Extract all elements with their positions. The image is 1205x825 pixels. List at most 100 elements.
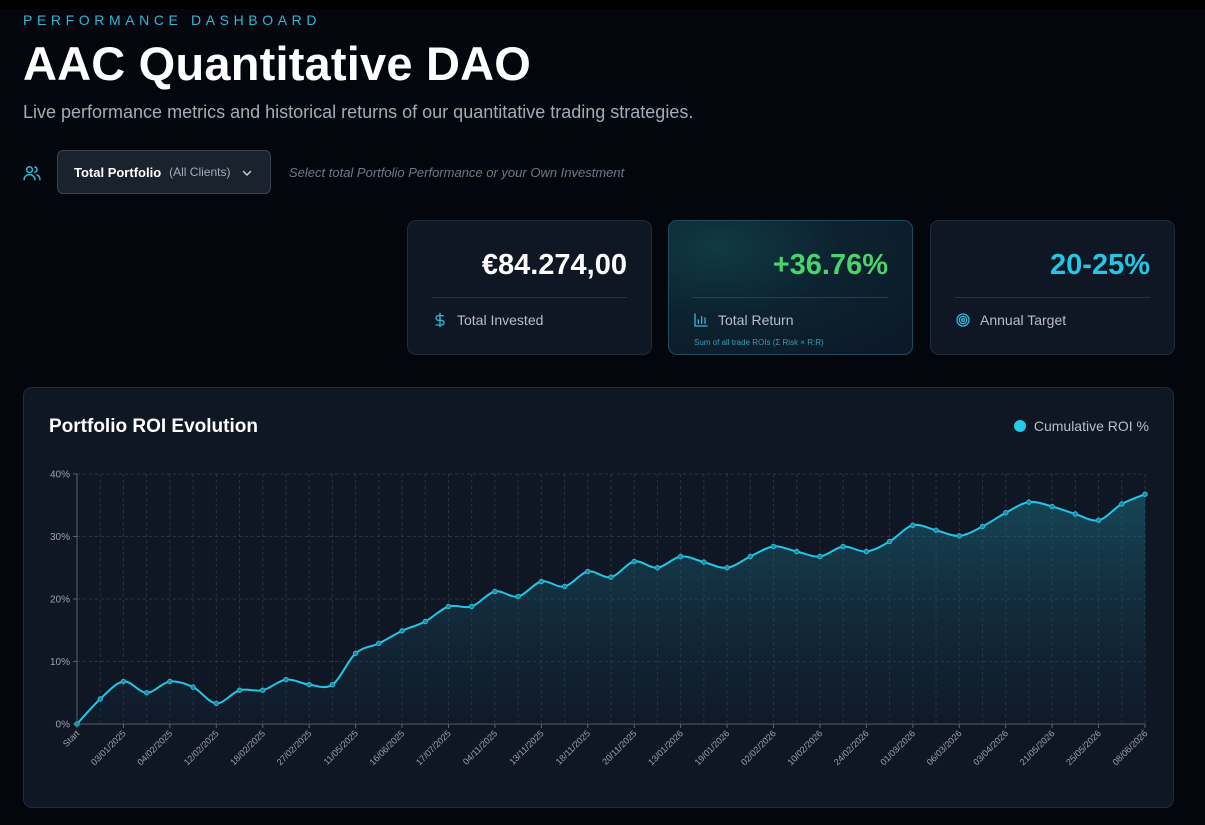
- roi-data-point: [538, 578, 545, 585]
- x-tick-label: 11/05/2025: [322, 728, 360, 766]
- x-tick-label: 17/07/2025: [414, 728, 453, 767]
- dollar-icon: [435, 312, 445, 328]
- roi-data-point: [399, 628, 405, 634]
- roi-data-point: [1026, 499, 1032, 505]
- roi-data-point: [97, 696, 103, 702]
- roi-data-point: [213, 700, 220, 707]
- roi-chart: 0%10%20%30%40%Start 03/01/2025 04/02/2025 1…: [50, 470, 1149, 768]
- x-tick-label: 03/01/2025: [89, 728, 128, 767]
- portfolio-selector-dropdown[interactable]: Total Portfolio (All Clients): [57, 150, 271, 194]
- roi-data-point: [561, 583, 568, 590]
- roi-data-point: [190, 684, 196, 690]
- total-return-value: +36.76%: [772, 249, 888, 281]
- roi-data-point: [515, 593, 521, 600]
- x-tick-label: 06/03/2026: [925, 728, 964, 767]
- page-title: AAC Quantitative DAO: [23, 37, 531, 90]
- x-tick-label: 08/06/2026: [1110, 728, 1149, 767]
- y-tick-label: 30%: [50, 532, 70, 543]
- y-tick-label: 20%: [50, 595, 70, 606]
- roi-data-point: [283, 676, 289, 683]
- roi-data-point: [1095, 517, 1102, 523]
- x-tick-label: 01/03/2026: [878, 728, 917, 767]
- x-tick-label: 13/01/2026: [646, 728, 685, 767]
- chart-legend[interactable]: Cumulative ROI %: [1013, 418, 1149, 434]
- x-tick-label: 02/02/2026: [739, 728, 778, 767]
- total-invested-value: €84.274,00: [481, 249, 627, 281]
- roi-data-point: [236, 687, 243, 693]
- x-tick-label: 13/11/2025: [507, 728, 545, 766]
- roi-data-point: [840, 543, 846, 550]
- roi-data-point: [1142, 491, 1148, 497]
- y-tick-label: 0%: [56, 720, 71, 731]
- roi-data-point: [468, 603, 475, 610]
- roi-data-point: [306, 681, 312, 688]
- annual-target-card: 20-25% Annual Target: [930, 220, 1175, 355]
- x-tick-label: 19/01/2026: [693, 728, 732, 767]
- roi-data-point: [1049, 503, 1055, 510]
- roi-data-point: [329, 681, 336, 688]
- x-tick-label: 03/04/2026: [971, 728, 1010, 767]
- roi-data-point: [376, 640, 382, 647]
- total-return-label: Total Return: [718, 312, 794, 328]
- top-bar: [0, 0, 1205, 9]
- x-tick-label: 18/11/2025: [554, 728, 592, 766]
- roi-data-point: [724, 565, 730, 571]
- roi-data-point: [701, 559, 707, 565]
- legend-label: Cumulative ROI %: [1033, 418, 1149, 434]
- roi-data-point: [167, 678, 173, 685]
- chart-title: Portfolio ROI Evolution: [49, 416, 258, 437]
- roi-data-point: [770, 543, 777, 550]
- bar-chart-icon: [694, 313, 708, 327]
- roi-data-point: [422, 618, 428, 625]
- x-tick-label: 04/11/2025: [461, 728, 499, 766]
- roi-data-point: [352, 650, 359, 657]
- x-tick-label: 27/02/2025: [275, 728, 314, 767]
- roi-data-point: [143, 690, 150, 696]
- x-tick-label: Start: [61, 728, 82, 749]
- roi-data-point: [120, 678, 127, 685]
- x-tick-label: 10/02/2026: [785, 728, 824, 767]
- y-tick-label: 40%: [50, 470, 70, 481]
- roi-data-point: [933, 527, 939, 533]
- roi-data-point: [886, 538, 893, 545]
- roi-data-point: [585, 568, 591, 575]
- card-divider: [955, 297, 1150, 298]
- selector-sub-label: (All Clients): [169, 165, 231, 179]
- total-invested-card: €84.274,00 Total Invested: [407, 220, 652, 355]
- roi-data-point: [794, 548, 800, 555]
- x-tick-label: 18/02/2025: [228, 728, 267, 767]
- roi-data-point: [979, 523, 986, 530]
- chevron-down-icon: [242, 170, 252, 176]
- roi-data-point: [492, 588, 498, 595]
- x-tick-label: 24/02/2026: [832, 728, 871, 767]
- total-return-card: +36.76% Total Return Sum of all trade RO…: [668, 220, 913, 355]
- roi-data-point: [1119, 501, 1125, 507]
- x-tick-label: 12/02/2025: [182, 728, 221, 767]
- roi-data-point: [1002, 510, 1009, 516]
- x-tick-label: 16/06/2025: [368, 728, 407, 767]
- x-tick-label: 04/02/2025: [135, 728, 174, 767]
- y-tick-label: 10%: [50, 657, 70, 668]
- card-divider: [693, 297, 888, 298]
- roi-data-point: [654, 565, 661, 571]
- x-tick-label: 25/05/2026: [1064, 728, 1103, 767]
- selector-hint: Select total Portfolio Performance or yo…: [289, 165, 625, 180]
- roi-data-point: [260, 687, 266, 693]
- legend-dot: [1013, 420, 1026, 432]
- roi-data-point: [817, 553, 823, 560]
- roi-data-point: [608, 574, 614, 580]
- roi-data-point: [863, 548, 870, 555]
- roi-area-fill: [77, 494, 1145, 724]
- annual-target-label: Annual Target: [980, 312, 1067, 328]
- x-tick-label: 21/05/2026: [1018, 728, 1057, 767]
- roi-data-point: [910, 522, 916, 528]
- annual-target-value: 20-25%: [1050, 249, 1150, 281]
- total-return-note: Sum of all trade ROIs (Σ Risk × R:R): [694, 338, 824, 347]
- roi-data-point: [677, 553, 684, 560]
- target-icon: [956, 313, 970, 327]
- users-icon: [23, 166, 41, 181]
- roi-data-point: [631, 558, 637, 565]
- roi-data-point: [747, 553, 754, 560]
- card-divider: [432, 297, 627, 298]
- roi-chart-panel: Portfolio ROI Evolution Cumulative ROI %…: [23, 387, 1174, 808]
